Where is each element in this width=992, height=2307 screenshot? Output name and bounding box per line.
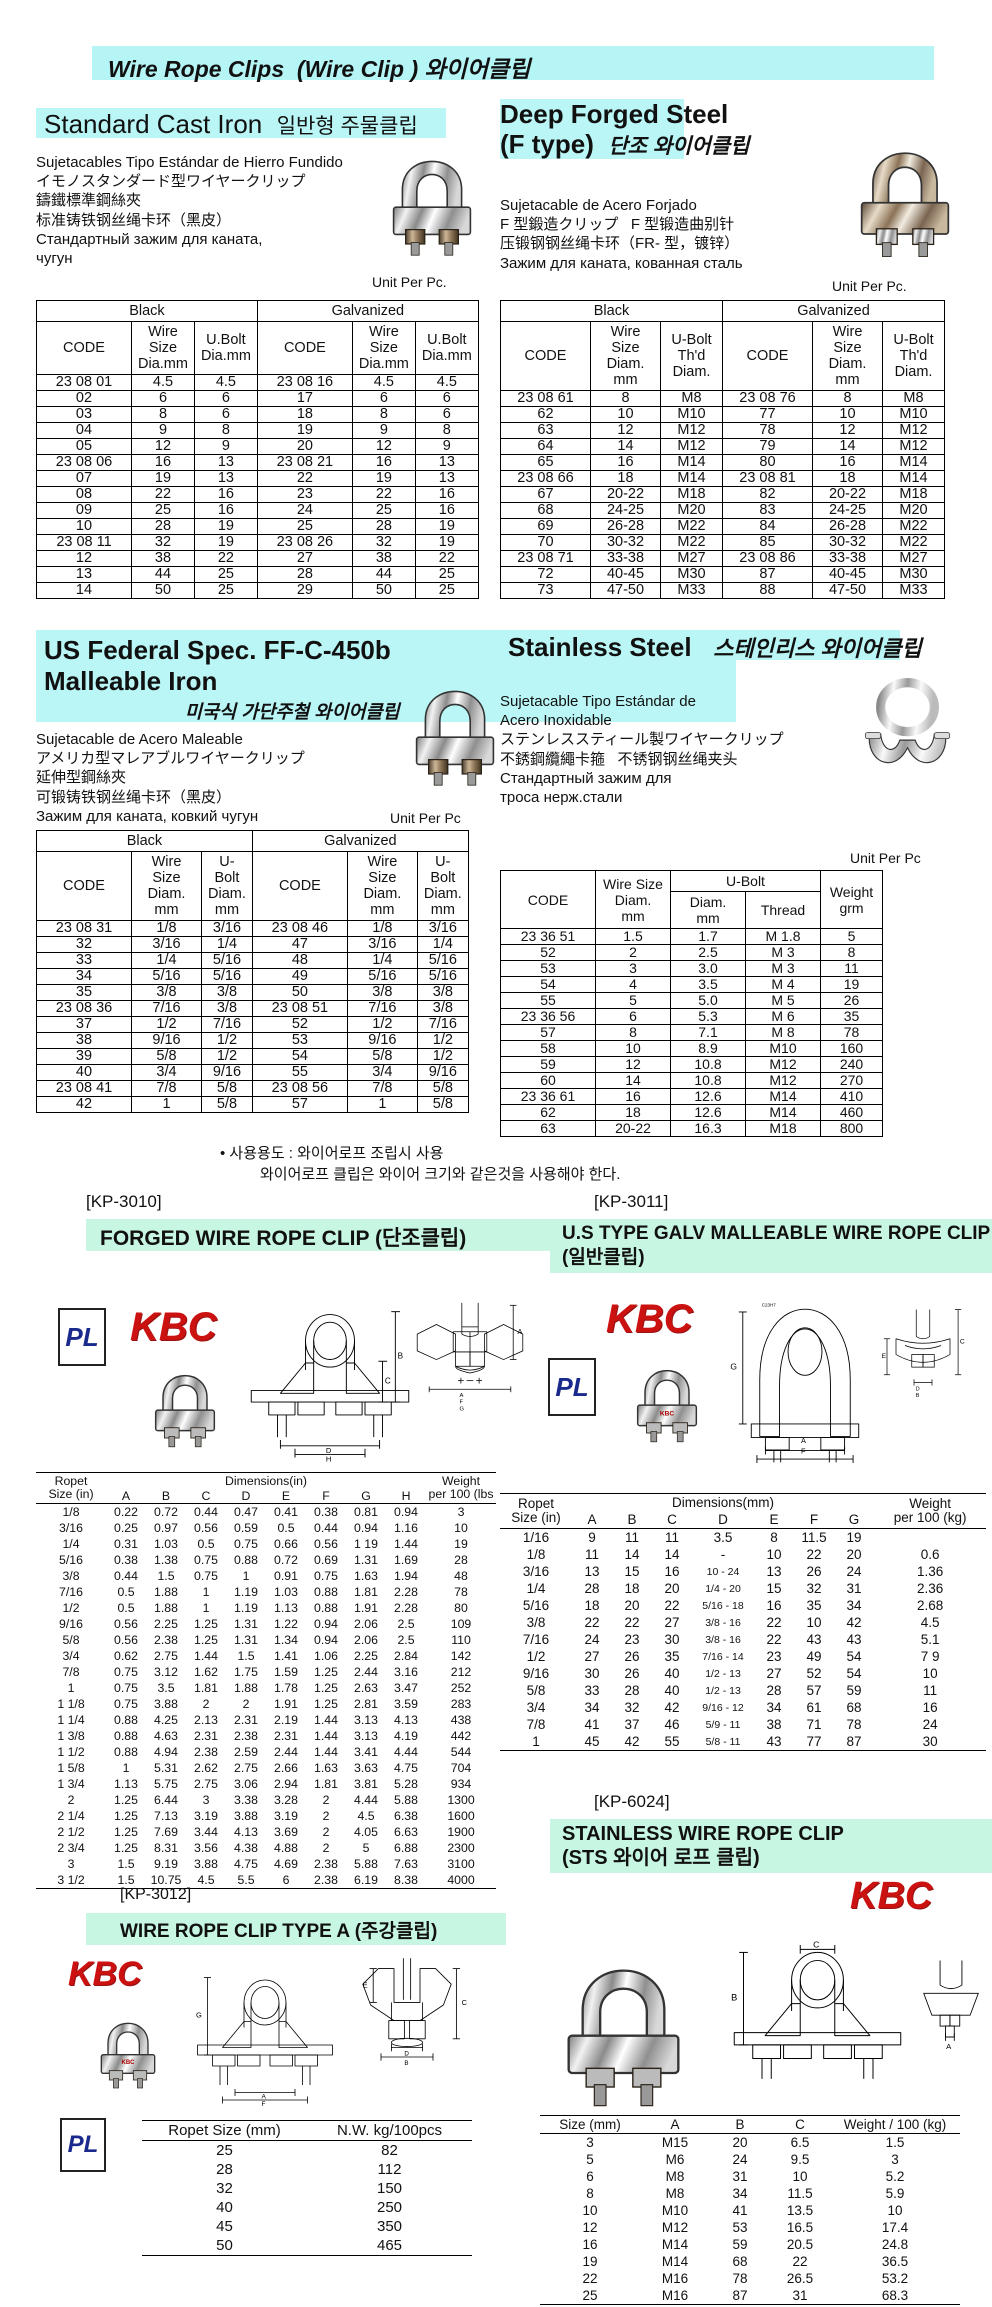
svg-text:G: G (730, 1362, 737, 1372)
svg-text:D: D (404, 2050, 409, 2057)
svg-text:C: C (813, 1940, 819, 1949)
svg-text:B: B (404, 2060, 408, 2067)
svg-text:F: F (459, 1400, 463, 1406)
svg-text:D: D (326, 1446, 332, 1455)
svg-text:KBC: KBC (122, 2060, 136, 2066)
svg-text:A: A (801, 1436, 806, 1445)
svg-text:G: G (196, 2011, 202, 2020)
svg-text:C: C (462, 1998, 467, 2007)
svg-text:A: A (459, 1393, 463, 1399)
svg-text:E: E (882, 1353, 887, 1360)
svg-text:B: B (398, 1351, 404, 1360)
svg-text:D: D (916, 1387, 920, 1393)
svg-text:KBC: KBC (660, 1410, 675, 1417)
svg-text:B: B (731, 1993, 737, 2003)
svg-text:C: C (385, 1376, 391, 1385)
svg-text:H: H (326, 1455, 331, 1464)
svg-text:E: E (363, 1980, 368, 1989)
svg-text:B: B (916, 1393, 920, 1399)
svg-text:C23H7: C23H7 (762, 1302, 777, 1307)
svg-text:G: G (459, 1406, 464, 1412)
svg-text:F: F (801, 1446, 806, 1455)
svg-text:C: C (960, 1339, 965, 1346)
svg-text:A: A (262, 2094, 267, 2101)
svg-text:F: F (262, 2101, 266, 2108)
svg-text:A: A (518, 1327, 523, 1336)
svg-text:A: A (946, 2042, 952, 2051)
